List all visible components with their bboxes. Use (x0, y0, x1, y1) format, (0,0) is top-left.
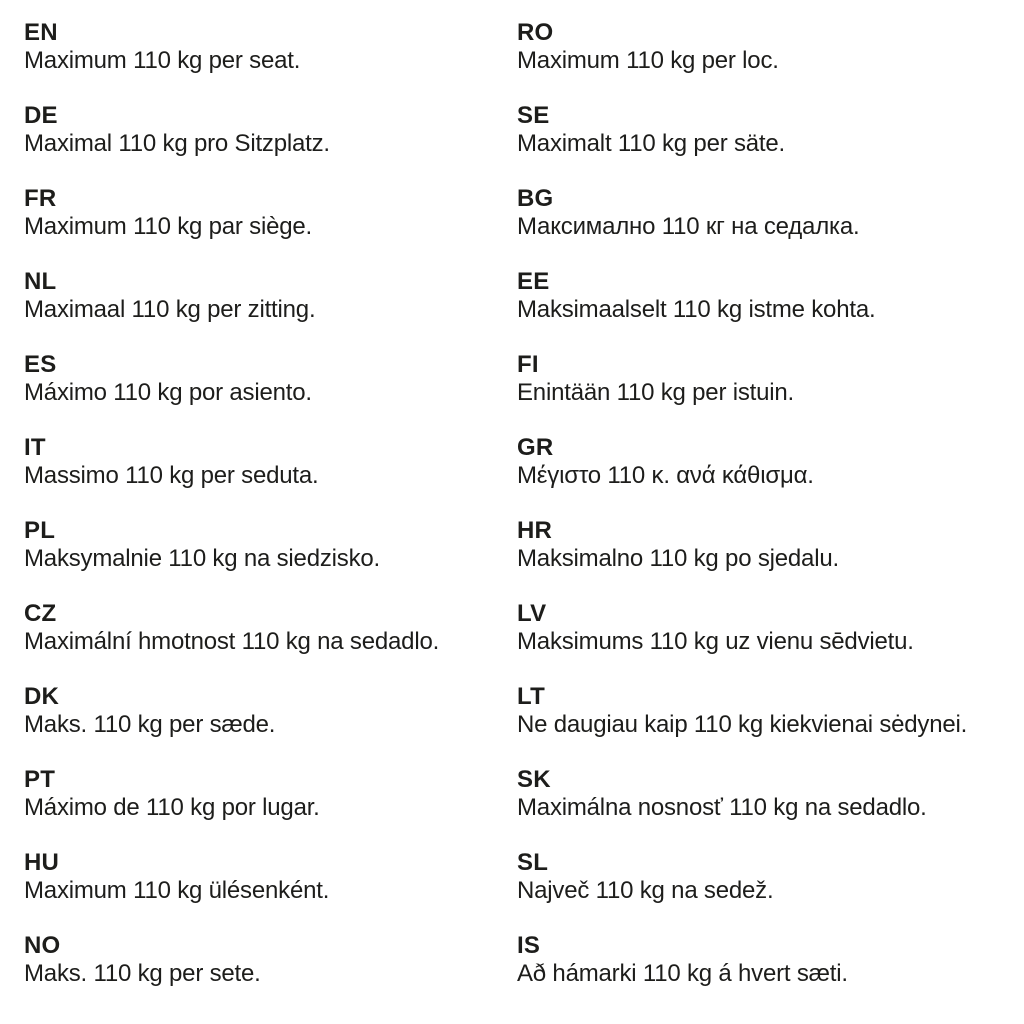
translation-text: Að hámarki 110 kg á hvert sæti. (517, 960, 848, 987)
language-code: PT (24, 766, 56, 793)
translation-text: Maximálna nosnosť 110 kg na sedadlo. (517, 794, 927, 821)
language-code: LV (517, 600, 547, 627)
language-code: BG (517, 185, 554, 212)
translation-text: Maximaal 110 kg per zitting. (24, 296, 316, 323)
language-code: FI (517, 351, 539, 378)
translation-text: Maximum 110 kg ülésenként. (24, 877, 330, 904)
language-entry-gr: GR Μέγιστο 110 κ. ανά κάθισμα. (517, 434, 1024, 490)
language-code: NL (24, 268, 57, 295)
translation-text: Ne daugiau kaip 110 kg kiekvienai sėdyne… (517, 711, 968, 738)
language-entry-es: ES Máximo 110 kg por asiento. (24, 351, 517, 407)
translation-text: Maximum 110 kg per seat. (24, 47, 301, 74)
language-code: SE (517, 102, 550, 129)
translation-text: Maksimalno 110 kg po sjedalu. (517, 545, 839, 572)
language-entry-ro: RO Maximum 110 kg per loc. (517, 19, 1024, 75)
translation-text: Máximo 110 kg por asiento. (24, 379, 312, 406)
language-entry-dk: DK Maks. 110 kg per sæde. (24, 683, 517, 739)
language-code: GR (517, 434, 554, 461)
translation-text: Maks. 110 kg per sete. (24, 960, 261, 987)
language-code: NO (24, 932, 61, 959)
language-entry-it: IT Massimo 110 kg per seduta. (24, 434, 517, 490)
language-entry-hr: HR Maksimalno 110 kg po sjedalu. (517, 517, 1024, 573)
language-entry-se: SE Maximalt 110 kg per säte. (517, 102, 1024, 158)
language-code: EN (24, 19, 58, 46)
language-code: PL (24, 517, 56, 544)
translation-text: Maximum 110 kg par siège. (24, 213, 313, 240)
translation-text: Največ 110 kg na sedež. (517, 877, 774, 904)
translation-text: Maksimaalselt 110 kg istme kohta. (517, 296, 876, 323)
language-code: HU (24, 849, 60, 876)
translation-text: Максимално 110 кг на седалка. (517, 213, 860, 240)
language-code: LT (517, 683, 545, 710)
translation-text: Maximalt 110 kg per säte. (517, 130, 786, 157)
language-entry-lt: LT Ne daugiau kaip 110 kg kiekvienai sėd… (517, 683, 1024, 739)
language-entry-sk: SK Maximálna nosnosť 110 kg na sedadlo. (517, 766, 1024, 822)
translation-text: Maximal 110 kg pro Sitzplatz. (24, 130, 330, 157)
language-entry-fr: FR Maximum 110 kg par siège. (24, 185, 517, 241)
language-code: HR (517, 517, 553, 544)
language-entry-hu: HU Maximum 110 kg ülésenként. (24, 849, 517, 905)
translation-text: Maksymalnie 110 kg na siedzisko. (24, 545, 380, 572)
language-entry-pl: PL Maksymalnie 110 kg na siedzisko. (24, 517, 517, 573)
language-code: FR (24, 185, 57, 212)
language-code: SL (517, 849, 549, 876)
language-entry-en: EN Maximum 110 kg per seat. (24, 19, 517, 75)
language-code: IT (24, 434, 46, 461)
translation-text: Maximum 110 kg per loc. (517, 47, 779, 74)
language-entry-fi: FI Enintään 110 kg per istuin. (517, 351, 1024, 407)
translation-text: Enintään 110 kg per istuin. (517, 379, 795, 406)
language-entry-ee: EE Maksimaalselt 110 kg istme kohta. (517, 268, 1024, 324)
language-code: CZ (24, 600, 57, 627)
translation-text: Máximo de 110 kg por lugar. (24, 794, 320, 821)
language-code: EE (517, 268, 550, 295)
language-column-left: EN Maximum 110 kg per seat. DE Maximal 1… (24, 19, 517, 1015)
language-entry-lv: LV Maksimums 110 kg uz vienu sēdvietu. (517, 600, 1024, 656)
language-code: DE (24, 102, 58, 129)
language-entry-no: NO Maks. 110 kg per sete. (24, 932, 517, 988)
translation-text: Massimo 110 kg per seduta. (24, 462, 319, 489)
language-entry-bg: BG Максимално 110 кг на седалка. (517, 185, 1024, 241)
language-entry-de: DE Maximal 110 kg pro Sitzplatz. (24, 102, 517, 158)
language-entry-is: IS Að hámarki 110 kg á hvert sæti. (517, 932, 1024, 988)
language-entry-sl: SL Največ 110 kg na sedež. (517, 849, 1024, 905)
language-entry-pt: PT Máximo de 110 kg por lugar. (24, 766, 517, 822)
language-entry-nl: NL Maximaal 110 kg per zitting. (24, 268, 517, 324)
language-column-right: RO Maximum 110 kg per loc. SE Maximalt 1… (517, 19, 1024, 1015)
language-entry-cz: CZ Maximální hmotnost 110 kg na sedadlo. (24, 600, 517, 656)
language-code: DK (24, 683, 60, 710)
language-code: RO (517, 19, 554, 46)
language-code: SK (517, 766, 551, 793)
translation-text: Maks. 110 kg per sæde. (24, 711, 276, 738)
language-code: IS (517, 932, 541, 959)
language-code: ES (24, 351, 57, 378)
translation-text: Maksimums 110 kg uz vienu sēdvietu. (517, 628, 914, 655)
translation-text: Maximální hmotnost 110 kg na sedadlo. (24, 628, 440, 655)
translation-text: Μέγιστο 110 κ. ανά κάθισμα. (517, 462, 814, 489)
